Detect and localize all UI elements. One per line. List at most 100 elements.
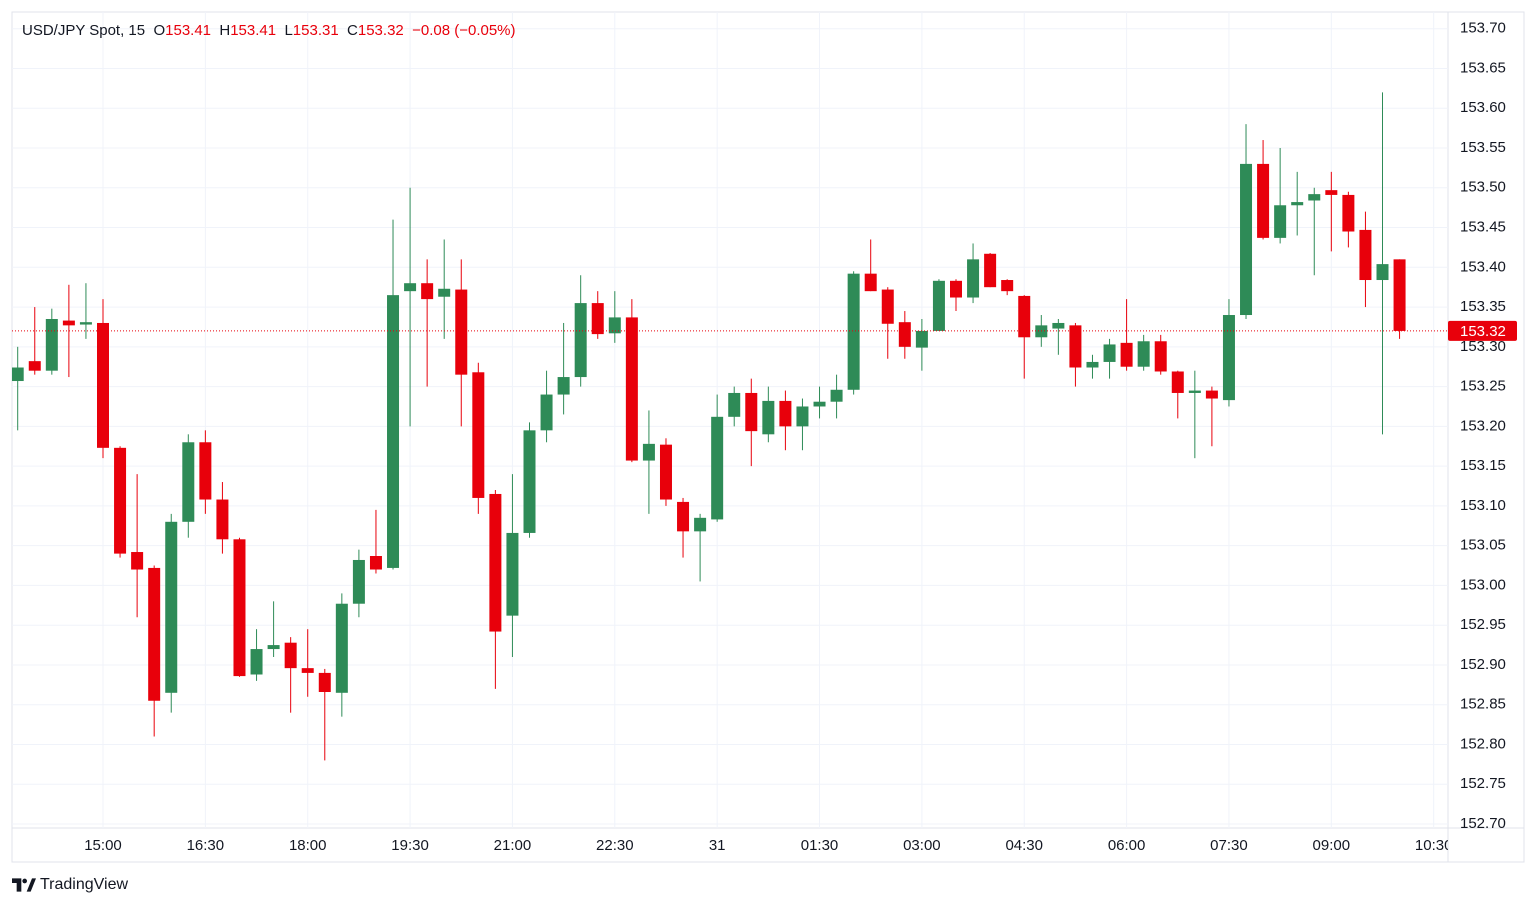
candle-body	[301, 668, 314, 673]
candle-body	[387, 295, 400, 568]
y-tick-label: 152.95	[1460, 616, 1506, 633]
candle-body	[1137, 341, 1150, 367]
y-tick-label: 153.15	[1460, 457, 1506, 474]
candle-body	[1325, 190, 1338, 195]
candle-body	[967, 259, 980, 298]
x-tick-label: 16:30	[187, 837, 225, 854]
y-tick-label: 153.05	[1460, 537, 1506, 554]
last-price-label: 153.32	[1460, 323, 1506, 340]
candle-body	[1052, 322, 1065, 329]
candle-body	[523, 430, 536, 533]
y-tick-label: 153.70	[1460, 20, 1506, 37]
candle-body	[659, 444, 672, 500]
candle-body	[216, 499, 229, 540]
y-tick-label: 152.75	[1460, 775, 1506, 792]
candle-body	[97, 322, 109, 448]
frame	[11, 11, 1525, 863]
candle-body	[404, 283, 417, 292]
candle-body	[1001, 280, 1014, 292]
y-tick-label: 153.60	[1460, 99, 1506, 116]
x-tick-label: 19:30	[391, 837, 429, 854]
y-tick-label: 153.50	[1460, 179, 1506, 196]
candle-body	[1069, 325, 1082, 368]
x-tick-label: 18:00	[289, 837, 327, 854]
y-tick-label: 153.00	[1460, 576, 1506, 593]
candle-body	[369, 556, 382, 570]
candle-body	[233, 539, 246, 677]
last-price-badge	[1448, 320, 1517, 341]
candle-body	[984, 253, 997, 288]
candle-body	[421, 283, 434, 300]
candle-body	[1086, 361, 1099, 368]
h-value: 153.41	[230, 22, 277, 39]
c-label: C	[347, 22, 358, 39]
brand[interactable]: TradingView	[12, 876, 128, 894]
y-tick-label: 152.70	[1460, 815, 1506, 832]
candle-body	[114, 447, 127, 554]
time-axis: 15:00 16:30 18:00 19:30 21:00 22:30 31 01:30 03:…	[84, 837, 1453, 854]
c-value: 153.32	[357, 22, 404, 39]
h-label: H	[219, 22, 231, 39]
l-value: 153.31	[292, 22, 339, 39]
o-label: O	[153, 22, 166, 39]
y-tick-label: 153.45	[1460, 219, 1506, 236]
x-tick-label: 04:30	[1005, 837, 1043, 854]
candle-body	[711, 416, 724, 520]
candle-body	[506, 532, 519, 616]
candle-body	[762, 400, 775, 435]
candle-body	[540, 394, 553, 431]
candle-body	[625, 317, 638, 461]
candle-body	[779, 400, 792, 427]
y-tick-label: 152.90	[1460, 656, 1506, 673]
candle-body	[728, 392, 741, 417]
candle-body	[881, 289, 894, 324]
candle-body	[745, 392, 758, 432]
candle-body	[489, 493, 502, 632]
candle-body	[182, 442, 195, 522]
y-tick-label: 153.65	[1460, 59, 1506, 76]
candle-body	[1308, 194, 1321, 201]
candle-body	[455, 289, 468, 375]
candle-body	[950, 280, 962, 298]
candle-body	[677, 501, 690, 532]
candle-body	[864, 273, 877, 292]
y-tick-label: 153.35	[1460, 298, 1506, 315]
candle-body	[642, 443, 655, 461]
candle-body	[1222, 315, 1235, 401]
candle-body	[1376, 264, 1389, 281]
candle-body	[1018, 295, 1031, 338]
candle-body	[1291, 202, 1304, 206]
y-tick-label: 153.20	[1460, 417, 1506, 434]
candle-body	[148, 567, 161, 701]
candle-body	[1274, 205, 1287, 238]
x-tick-label: 06:00	[1108, 837, 1146, 854]
candle-body	[1359, 229, 1372, 281]
candle-body	[1188, 390, 1201, 393]
candle-body	[79, 322, 92, 325]
x-tick-label: 10:30	[1415, 837, 1453, 854]
candle-body	[250, 649, 263, 675]
x-tick-label: 07:30	[1210, 837, 1248, 854]
symbol: USD/JPY Spot, 15	[22, 22, 146, 39]
candle-body	[694, 517, 707, 532]
brand-logo	[12, 878, 36, 892]
candle-body	[1154, 341, 1167, 372]
x-tick-label: 31	[709, 837, 726, 854]
x-tick-label: 01:30	[801, 837, 839, 854]
candle-body	[813, 401, 826, 407]
candle-body	[131, 552, 144, 570]
y-tick-label: 153.55	[1460, 139, 1506, 156]
y-tick-label: 153.40	[1460, 258, 1506, 275]
change: −0.08 (−0.05%)	[412, 22, 516, 39]
candle-body	[1240, 163, 1253, 316]
x-tick-label: 22:30	[596, 837, 634, 854]
x-tick-label: 21:00	[494, 837, 532, 854]
candle-body	[12, 367, 24, 382]
candle-body	[199, 442, 212, 500]
candle-body	[45, 318, 58, 371]
brand-name: TradingView	[40, 876, 129, 893]
candle-body	[574, 303, 587, 378]
candle-body	[915, 330, 928, 348]
